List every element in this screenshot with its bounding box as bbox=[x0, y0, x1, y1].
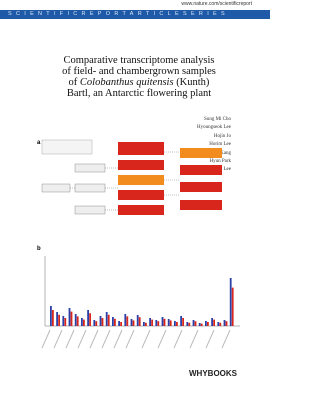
illustration-bar bbox=[217, 322, 220, 326]
illustration-bar bbox=[62, 316, 65, 326]
illustration-bar bbox=[114, 318, 116, 326]
title-species: Colobanthus quitensis bbox=[79, 77, 174, 88]
bar-illustration bbox=[50, 278, 234, 326]
illustration-bar bbox=[124, 314, 127, 326]
illustration-bar bbox=[83, 319, 85, 326]
illustration-bar bbox=[225, 321, 228, 326]
node bbox=[118, 205, 164, 215]
author: Sung Mi Cho bbox=[204, 117, 231, 122]
illustration-bar bbox=[101, 318, 104, 326]
illustration-bar bbox=[81, 318, 83, 326]
illustration-bar bbox=[188, 322, 191, 326]
title-text: (Kunth) Bartl, an Antarctic flowering pl… bbox=[66, 77, 212, 99]
node bbox=[118, 175, 164, 185]
node bbox=[118, 142, 164, 155]
illustration-bar bbox=[120, 322, 122, 326]
node bbox=[74, 183, 106, 193]
illustration-bar bbox=[176, 322, 178, 326]
node bbox=[180, 182, 222, 192]
illustration-bar bbox=[64, 318, 67, 326]
title: Comparative transcriptome analysis of fi… bbox=[60, 55, 218, 99]
illustration-bar bbox=[95, 321, 98, 326]
panel-label: a bbox=[37, 140, 41, 146]
book-cover: {"header": {"url": "www.nature.com/scien… bbox=[0, 1, 270, 378]
illustration-bar bbox=[89, 313, 91, 326]
illustration-bar bbox=[213, 319, 215, 326]
illustration-bar bbox=[50, 306, 52, 326]
figure: a b bbox=[37, 139, 240, 349]
illustration-bar bbox=[136, 315, 139, 326]
illustration-bar bbox=[174, 321, 176, 326]
illustration-bar bbox=[169, 320, 172, 326]
publisher: WHYBOOKS bbox=[189, 369, 237, 378]
illustration-bar bbox=[229, 278, 232, 326]
illustration-bar bbox=[93, 320, 96, 326]
illustration-bar bbox=[186, 322, 189, 326]
illustration-bar bbox=[118, 321, 120, 326]
illustration-bar bbox=[167, 319, 170, 326]
illustration-bar bbox=[163, 318, 166, 326]
illustration-bar bbox=[194, 321, 197, 326]
author: Hyun Park bbox=[209, 159, 231, 165]
illustration-bar bbox=[155, 320, 158, 326]
node bbox=[74, 205, 106, 215]
illustration-bar bbox=[58, 314, 60, 326]
illustration-bar bbox=[180, 316, 182, 326]
node bbox=[118, 190, 164, 200]
author: Hojin Jo bbox=[213, 133, 231, 139]
illustration-bar bbox=[211, 318, 213, 326]
axis-decoration bbox=[41, 329, 231, 349]
url: www.nature.com/scientificreport bbox=[181, 1, 252, 7]
illustration-bar bbox=[205, 321, 207, 326]
illustration-bar bbox=[182, 318, 184, 326]
illustration-bar bbox=[151, 319, 153, 326]
title-text: Comparative transcriptome analysis of fi… bbox=[62, 55, 216, 88]
illustration-bar bbox=[192, 320, 195, 326]
illustration-bar bbox=[143, 322, 145, 326]
illustration-bar bbox=[138, 317, 141, 326]
node bbox=[118, 160, 164, 170]
series-text: SCIENTIFICREPORTARTICLESERIES bbox=[8, 11, 229, 17]
author: Horim Lee bbox=[209, 142, 231, 148]
illustration-bar bbox=[207, 322, 209, 326]
node bbox=[180, 148, 222, 158]
illustration-bar bbox=[223, 320, 226, 326]
axes bbox=[44, 256, 240, 327]
node bbox=[180, 200, 222, 210]
illustration-bar bbox=[99, 316, 102, 326]
legend-box bbox=[41, 139, 93, 155]
illustration-bar bbox=[231, 287, 234, 326]
illustration-bar bbox=[56, 312, 58, 326]
illustration-bar bbox=[157, 321, 160, 326]
illustration-bar bbox=[145, 322, 147, 326]
illustration-bar bbox=[198, 323, 201, 326]
author: Hyoungseok Lee bbox=[196, 125, 231, 131]
illustration-bar bbox=[161, 317, 164, 326]
illustration-bar bbox=[107, 314, 110, 326]
panel-label: b bbox=[37, 246, 41, 252]
illustration-bar bbox=[149, 318, 151, 326]
illustration-bar bbox=[112, 317, 114, 326]
illustration-bar bbox=[76, 316, 79, 326]
node bbox=[41, 183, 71, 193]
illustration-bar bbox=[68, 308, 71, 326]
illustration-bar bbox=[87, 310, 89, 326]
illustration-bar bbox=[126, 316, 129, 326]
node bbox=[74, 163, 106, 173]
illustration-bar bbox=[219, 322, 222, 326]
illustration-bar bbox=[132, 320, 135, 326]
connectors bbox=[70, 151, 180, 211]
illustration-bar bbox=[52, 310, 54, 326]
illustration-bar bbox=[130, 319, 133, 326]
illustration-bar bbox=[200, 323, 203, 326]
illustration-bar bbox=[70, 311, 73, 326]
node bbox=[180, 165, 222, 175]
illustration-bar bbox=[105, 312, 108, 326]
series-band bbox=[0, 10, 270, 19]
illustration-bar bbox=[74, 314, 77, 326]
